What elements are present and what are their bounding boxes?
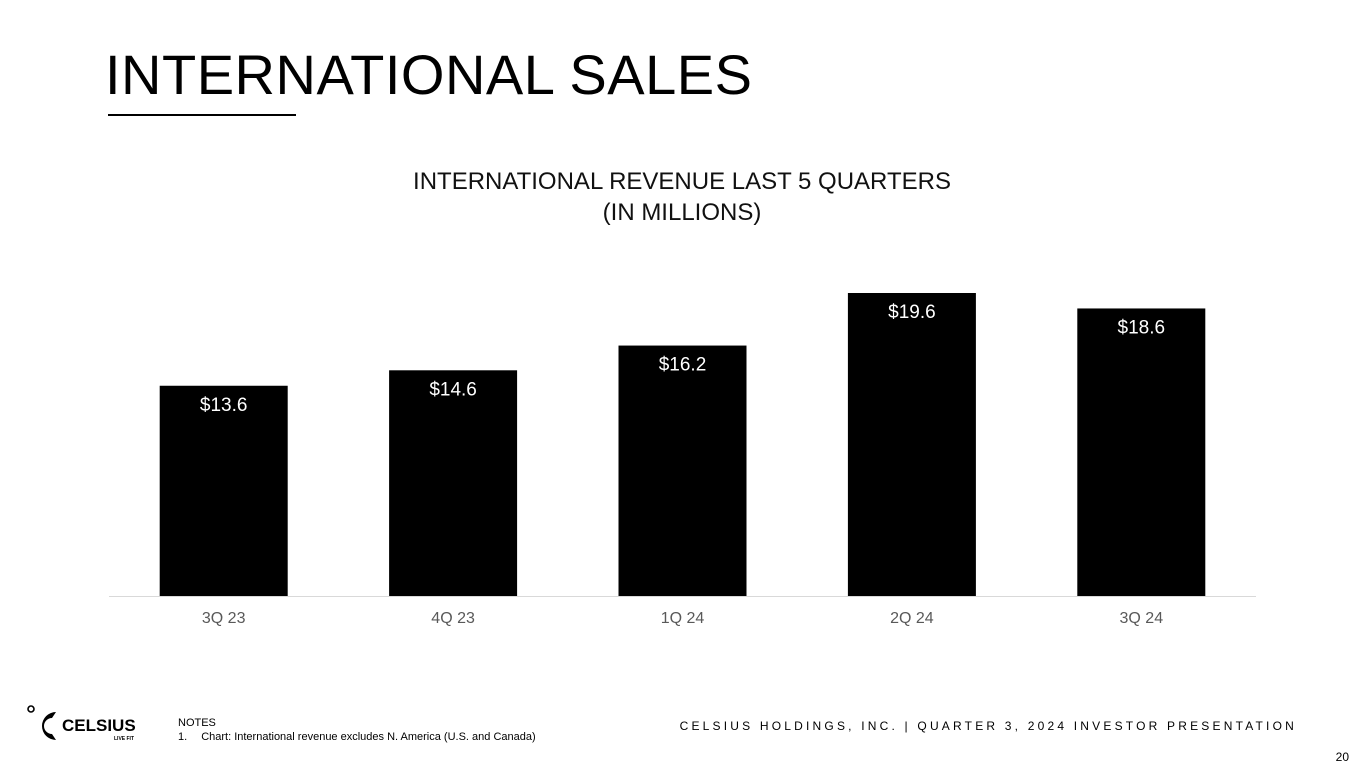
- notes-heading: NOTES: [178, 717, 216, 729]
- title-underline: [108, 114, 296, 116]
- bar-4q-23: [389, 370, 518, 596]
- bar-1q-24: [618, 345, 747, 596]
- x-tick-label: 2Q 24: [890, 610, 934, 627]
- chart-subtitle: (IN MILLIONS): [602, 199, 762, 226]
- notes: NOTES 1. Chart: International revenue ex…: [178, 716, 536, 744]
- x-tick-label: 4Q 23: [431, 610, 475, 627]
- footer-text: CELSIUS HOLDINGS, INC. | QUARTER 3, 2024…: [679, 719, 1297, 733]
- bar-3q-24: [1077, 308, 1206, 596]
- chart-title: INTERNATIONAL REVENUE LAST 5 QUARTERS: [413, 168, 951, 195]
- svg-text:CELSIUS: CELSIUS: [62, 716, 136, 735]
- note-item: 1. Chart: International revenue excludes…: [178, 730, 536, 744]
- celsius-logo: CELSIUS LIVE FIT: [27, 705, 136, 742]
- note-text: Chart: International revenue excludes N.…: [201, 731, 536, 743]
- bar-2q-24: [847, 293, 976, 596]
- data-label: $18.6: [1118, 317, 1166, 338]
- page-number: 20: [1335, 750, 1349, 764]
- x-tick-label: 1Q 24: [661, 610, 705, 627]
- x-tick-label: 3Q 24: [1120, 610, 1164, 627]
- data-label: $16.2: [659, 355, 707, 376]
- bar-3q-23: [159, 385, 288, 596]
- note-number: 1.: [178, 731, 188, 743]
- data-label: $13.6: [200, 395, 248, 416]
- page-title: INTERNATIONAL SALES: [105, 43, 753, 106]
- x-tick-label: 3Q 23: [202, 610, 246, 627]
- data-label: $14.6: [429, 379, 477, 400]
- data-label: $19.6: [888, 302, 936, 323]
- svg-text:LIVE FIT: LIVE FIT: [114, 736, 134, 742]
